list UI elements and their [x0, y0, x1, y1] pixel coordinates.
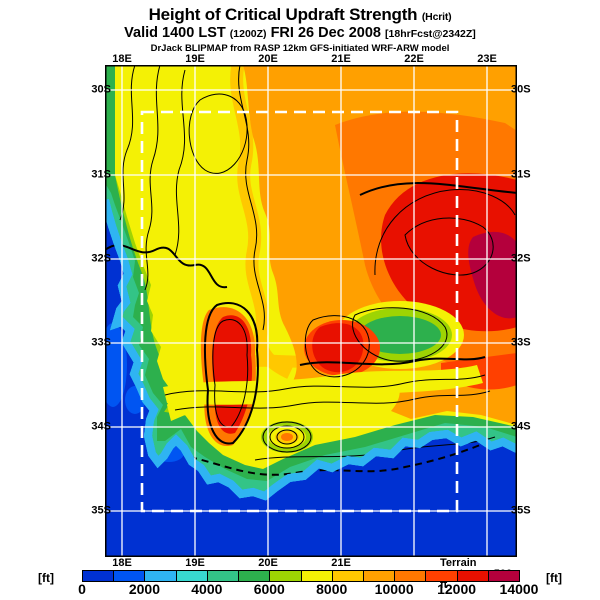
colorbar-tick: 2000	[128, 581, 160, 597]
gold-band	[230, 65, 293, 379]
domain-boundary-box	[140, 110, 459, 513]
lon-label-top: 21E	[331, 53, 351, 65]
lon-label-top: 18E	[112, 53, 132, 65]
lat-label-left: 31S	[91, 168, 111, 181]
colorbar-segment	[425, 571, 457, 581]
lon-label-top: 22E	[404, 53, 424, 65]
yellow-band-south	[163, 365, 483, 405]
lon-label-bottom: 19E	[185, 557, 205, 569]
colorbar-segment	[362, 571, 395, 581]
colorbar-tick: 12000	[437, 581, 477, 597]
colorbar-unit-left: [ft]	[38, 571, 54, 585]
lon-label-bottom: 20E	[258, 557, 278, 569]
south-bullseye	[261, 421, 313, 453]
crimson-maximum	[468, 231, 517, 319]
lat-label-left: 30S	[91, 83, 111, 96]
map-plot-area	[105, 65, 517, 557]
valid-prefix: Valid 1400 LST	[124, 25, 226, 41]
lat-label-right: 34S	[511, 420, 531, 433]
colorbar-segment	[175, 571, 207, 581]
colorbar-segment	[487, 571, 520, 581]
contour-map	[105, 65, 517, 557]
lat-label-right: 33S	[511, 336, 531, 349]
lat-label-left: 33S	[91, 336, 111, 349]
colorbar-unit-right: [ft]	[546, 571, 562, 585]
lat-label-left: 32S	[91, 252, 111, 265]
colorbar-segment	[456, 571, 488, 581]
colorbar-tick: 4000	[191, 581, 223, 597]
lon-label-bottom: 18E	[112, 557, 132, 569]
lat-label-right: 32S	[511, 252, 531, 265]
colorbar-segment	[238, 571, 270, 581]
colorbar-segment	[300, 571, 332, 581]
dashed-contour-coast	[189, 444, 481, 476]
lat-label-right: 35S	[511, 504, 531, 517]
colorbar-tick: 14000	[499, 581, 539, 597]
lon-label-top: 20E	[258, 53, 278, 65]
grid-lines	[105, 65, 517, 557]
lat-label-left: 35S	[91, 504, 111, 517]
colorbar	[82, 570, 520, 582]
title-text: Height of Critical Updraft Strength	[148, 5, 418, 24]
lon-label-bottom: 21E	[331, 557, 351, 569]
contour-lines-thick	[105, 182, 517, 445]
map-border	[105, 65, 517, 557]
lat-label-left: 34S	[91, 420, 111, 433]
page-title: Height of Critical Updraft Strength (Hcr…	[0, 5, 600, 25]
colorbar-segment	[206, 571, 239, 581]
colorbar-segment	[113, 571, 145, 581]
colorbar-segment	[83, 571, 114, 581]
title-units: (Hcrit)	[421, 11, 452, 23]
lon-label-top: 19E	[185, 53, 205, 65]
valid-zulu: (1200Z)	[229, 28, 267, 40]
colorbar-segment	[394, 571, 426, 581]
colorbar-tick: 10000	[374, 581, 414, 597]
lat-label-right: 31S	[511, 168, 531, 181]
valid-date: FRI 26 Dec 2008	[270, 25, 381, 41]
colorbar-segment	[269, 571, 301, 581]
valid-fcst: [18hrFcst@2342Z]	[385, 28, 476, 40]
colorbar-segment	[144, 571, 176, 581]
lon-label-top: 23E	[477, 53, 497, 65]
valid-time-line: Valid 1400 LST (1200Z) FRI 26 Dec 2008 […	[0, 25, 600, 41]
colorbar-tick: 6000	[253, 581, 285, 597]
colorbar-tick: 0	[78, 581, 86, 597]
colorbar-tick: 8000	[316, 581, 348, 597]
model-description: DrJack BLIPMAP from RASP 12km GFS-initia…	[150, 43, 450, 54]
colorbar-segment	[331, 571, 363, 581]
lat-label-right: 30S	[511, 83, 531, 96]
southeast-red-spot	[312, 323, 364, 373]
